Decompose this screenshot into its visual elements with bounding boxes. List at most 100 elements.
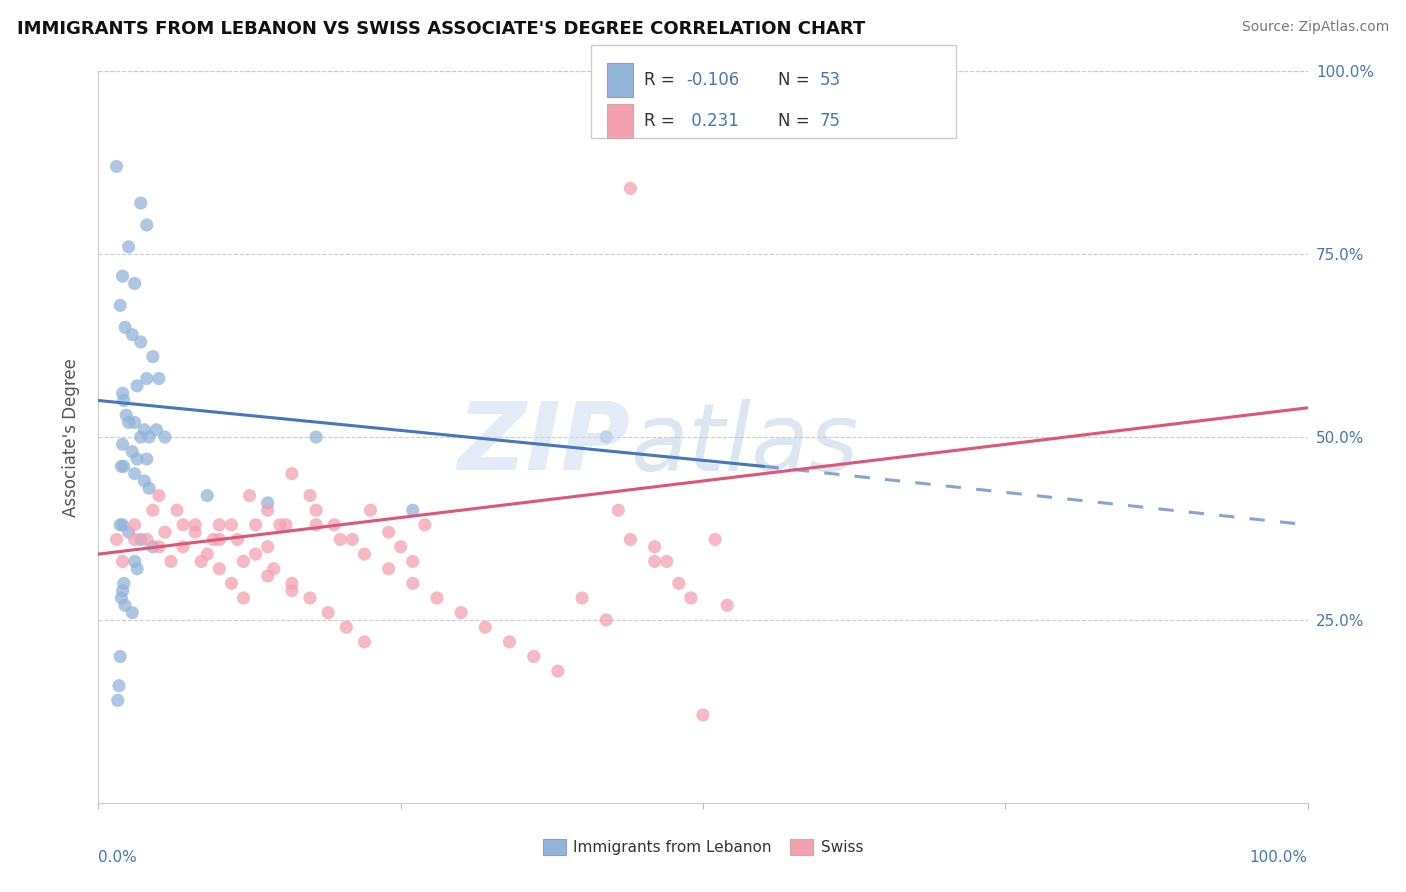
Point [160,554,183,568]
Point [148,489,170,503]
Point [353,547,375,561]
Point [342,533,364,547]
Point [299,591,322,605]
Point [129,196,152,211]
Point [148,540,170,554]
Point [571,591,593,605]
Point [111,386,134,401]
Point [413,517,436,532]
Point [110,591,132,605]
Point [124,277,146,291]
Point [108,649,131,664]
Point [226,533,249,547]
Point [195,489,218,503]
Text: ZIP: ZIP [457,399,630,491]
Point [195,547,218,561]
Point [305,503,328,517]
Point [305,517,328,532]
Point [114,599,136,613]
Point [111,437,134,451]
Point [124,467,146,481]
Text: 0.0%: 0.0% [98,850,138,865]
Text: IMMIGRANTS FROM LEBANON VS SWISS ASSOCIATE'S DEGREE CORRELATION CHART: IMMIGRANTS FROM LEBANON VS SWISS ASSOCIA… [17,20,865,37]
Point [232,591,254,605]
Point [299,489,322,503]
Point [138,430,160,444]
Point [145,423,167,437]
Point [450,606,472,620]
Point [153,525,176,540]
Point [184,517,207,532]
Point [256,503,278,517]
Point [121,606,143,620]
Point [402,554,425,568]
Point [305,430,328,444]
Text: N =: N = [778,71,814,89]
Point [142,350,165,364]
Point [110,459,132,474]
Point [208,517,231,532]
Text: 53: 53 [820,71,841,89]
Point [221,517,243,532]
Text: 0.231: 0.231 [686,112,740,130]
Point [679,591,702,605]
Point [115,408,138,422]
Text: Source: ZipAtlas.com: Source: ZipAtlas.com [1241,20,1389,34]
Text: -0.106: -0.106 [686,71,740,89]
Point [108,517,131,532]
Text: 75: 75 [820,112,841,130]
Text: 100.0%: 100.0% [1250,850,1308,865]
Point [112,393,135,408]
Point [124,554,146,568]
Point [202,533,225,547]
Text: R =: R = [644,71,681,89]
Point [281,583,304,598]
Point [114,320,136,334]
Point [256,540,278,554]
Point [111,583,134,598]
Point [232,554,254,568]
Point [121,327,143,342]
Point [619,533,641,547]
Point [498,635,520,649]
Point [716,599,738,613]
Point [644,554,666,568]
Point [655,554,678,568]
Point [619,181,641,195]
Point [704,533,727,547]
Point [426,591,449,605]
Point [239,489,262,503]
Point [112,459,135,474]
Point [329,533,352,547]
Point [105,533,128,547]
Point [256,569,278,583]
Point [269,517,291,532]
Point [134,423,156,437]
Point [474,620,496,634]
Point [208,533,231,547]
Point [134,474,156,488]
Point [208,562,231,576]
Point [353,635,375,649]
Text: atlas: atlas [630,399,859,490]
Point [523,649,546,664]
Point [135,533,157,547]
Point [108,679,131,693]
Point [281,576,304,591]
Point [105,160,128,174]
Y-axis label: Associate's Degree: Associate's Degree [62,358,80,516]
Point [607,503,630,517]
Point [263,562,285,576]
Legend: Immigrants from Lebanon, Swiss: Immigrants from Lebanon, Swiss [537,833,869,861]
Point [129,334,152,349]
Point [107,693,129,707]
Point [127,452,149,467]
Point [389,540,412,554]
Point [644,540,666,554]
Point [121,444,143,458]
Point [111,517,134,532]
Point [245,547,267,561]
Point [402,503,425,517]
Point [281,467,304,481]
Point [166,503,188,517]
